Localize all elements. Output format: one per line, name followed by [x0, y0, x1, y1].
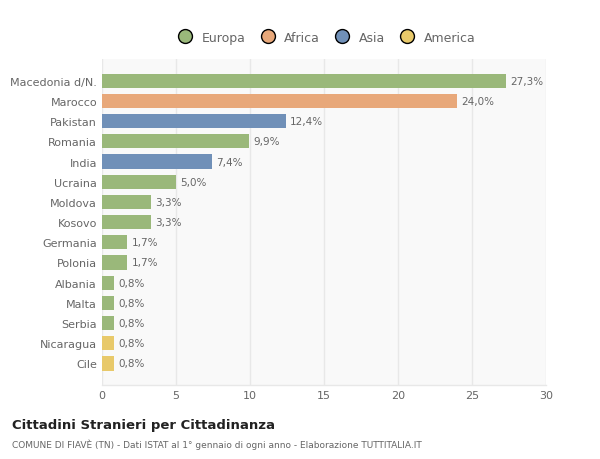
Text: 3,3%: 3,3% — [155, 218, 182, 228]
Text: 0,8%: 0,8% — [118, 278, 145, 288]
Bar — [102, 357, 114, 371]
Bar — [102, 336, 114, 351]
Bar — [102, 296, 114, 310]
Bar — [102, 115, 286, 129]
Text: 3,3%: 3,3% — [155, 197, 182, 207]
Text: 5,0%: 5,0% — [181, 177, 207, 187]
Text: 12,4%: 12,4% — [290, 117, 323, 127]
Bar — [102, 95, 457, 109]
Bar — [102, 216, 151, 230]
Text: Cittadini Stranieri per Cittadinanza: Cittadini Stranieri per Cittadinanza — [12, 418, 275, 431]
Text: 0,8%: 0,8% — [118, 358, 145, 369]
Bar — [102, 135, 248, 149]
Bar — [102, 316, 114, 330]
Text: 0,8%: 0,8% — [118, 319, 145, 328]
Text: 0,8%: 0,8% — [118, 298, 145, 308]
Text: 7,4%: 7,4% — [216, 157, 242, 167]
Text: 24,0%: 24,0% — [461, 97, 494, 106]
Text: 27,3%: 27,3% — [511, 77, 544, 87]
Bar — [102, 155, 212, 169]
Bar — [102, 196, 151, 209]
Bar — [102, 276, 114, 290]
Text: 1,7%: 1,7% — [131, 238, 158, 248]
Legend: Europa, Africa, Asia, America: Europa, Africa, Asia, America — [167, 27, 481, 50]
Text: COMUNE DI FIAVÈ (TN) - Dati ISTAT al 1° gennaio di ogni anno - Elaborazione TUTT: COMUNE DI FIAVÈ (TN) - Dati ISTAT al 1° … — [12, 438, 422, 449]
Bar — [102, 256, 127, 270]
Text: 0,8%: 0,8% — [118, 339, 145, 348]
Bar — [102, 175, 176, 190]
Bar — [102, 236, 127, 250]
Text: 9,9%: 9,9% — [253, 137, 280, 147]
Text: 1,7%: 1,7% — [131, 258, 158, 268]
Bar — [102, 74, 506, 89]
